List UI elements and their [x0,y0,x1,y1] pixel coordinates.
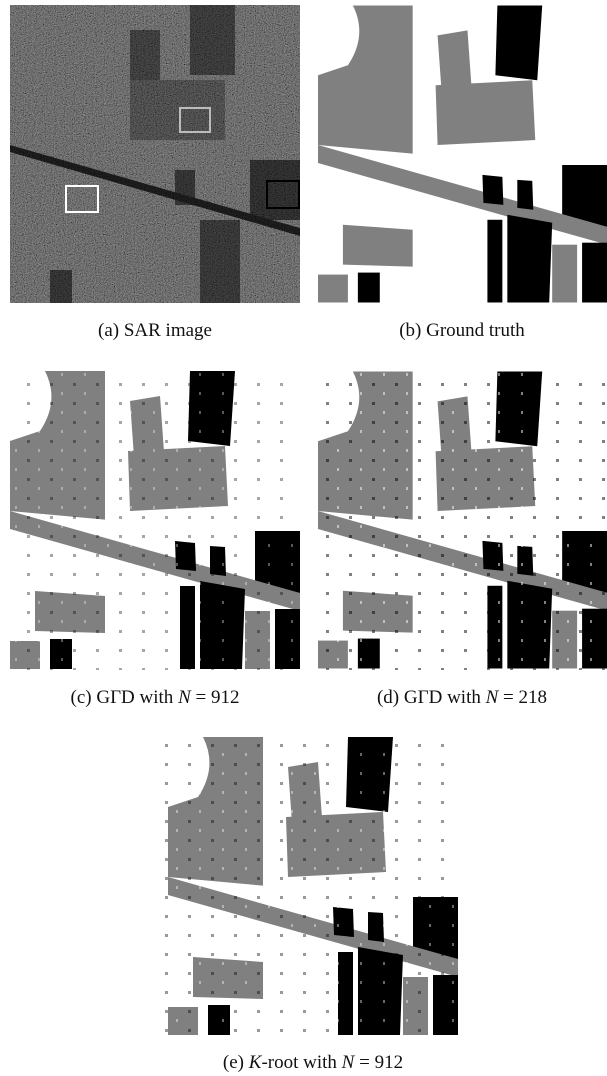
caption-part: (b) Ground truth [399,320,525,341]
caption-part: (a) SAR image [98,320,212,341]
caption: (d) GΓD with N = 218 [377,687,547,708]
caption-part: = 912 [191,687,240,708]
captions: (a) SAR image (b) Ground truth (c) GΓD wit… [71,320,547,1073]
caption-part: N [341,1052,356,1073]
noise [163,737,463,1035]
caption-part: (d) GΓD with [377,687,486,708]
caption: (e) K-root with N = 912 [223,1052,403,1073]
caption-part: = 912 [354,1052,403,1073]
noise [10,370,300,670]
caption-part: (c) GΓD with [71,687,179,708]
caption-part: K [248,1052,263,1073]
caption: (b) Ground truth [399,320,525,341]
caption-part: N [485,687,500,708]
caption: (a) SAR image [98,320,212,341]
caption: (c) GΓD with N = 912 [71,687,240,708]
caption-part: (e) [223,1052,249,1073]
caption-part: = 218 [498,687,547,708]
sar-image [10,5,300,303]
noise [318,370,607,670]
ground-truth-image [318,5,607,303]
caption-part: -root with [261,1052,341,1073]
caption-part: N [177,687,192,708]
